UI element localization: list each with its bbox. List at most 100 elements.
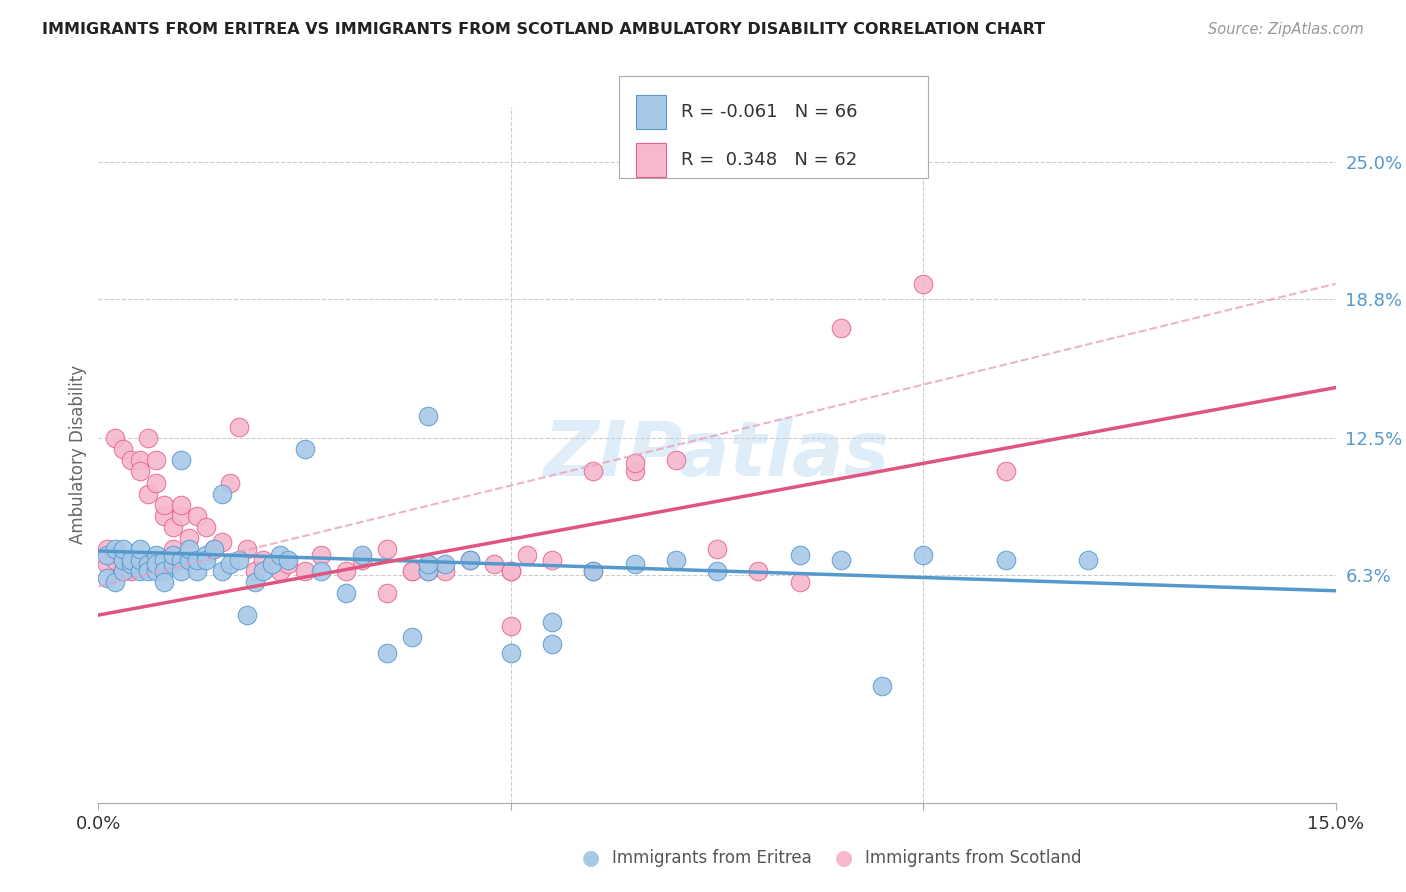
Point: [912, 549, 935, 563]
Point: [418, 564, 440, 578]
Point: [202, 541, 225, 556]
Point: [179, 553, 201, 567]
Point: [665, 453, 688, 467]
Point: [120, 453, 142, 467]
Point: [186, 508, 208, 523]
Text: Source: ZipAtlas.com: Source: ZipAtlas.com: [1208, 22, 1364, 37]
Point: [665, 553, 688, 567]
Point: [112, 541, 135, 556]
Point: [112, 553, 135, 567]
Point: [202, 541, 225, 556]
Point: [170, 453, 193, 467]
Point: [104, 553, 127, 567]
Point: [153, 508, 176, 523]
Point: [120, 564, 142, 578]
Point: [418, 409, 440, 424]
Point: [186, 553, 208, 567]
Point: [309, 549, 332, 563]
Point: [458, 553, 481, 567]
Point: [112, 564, 135, 578]
Point: [153, 564, 176, 578]
Point: [120, 553, 142, 567]
Point: [128, 453, 150, 467]
Point: [211, 535, 233, 549]
Point: [433, 564, 456, 578]
Point: [128, 553, 150, 567]
Text: Immigrants from Scotland: Immigrants from Scotland: [865, 849, 1081, 867]
Point: [499, 564, 522, 578]
Point: [128, 541, 150, 556]
Point: [747, 564, 769, 578]
Point: [252, 564, 274, 578]
Point: [236, 541, 259, 556]
Point: [277, 553, 299, 567]
Point: [499, 646, 522, 660]
Point: [352, 553, 374, 567]
Point: [541, 637, 564, 651]
Point: [375, 646, 398, 660]
Point: [136, 558, 159, 572]
Point: [623, 465, 645, 479]
Point: [136, 486, 159, 500]
Point: [401, 564, 423, 578]
Point: [145, 564, 167, 578]
Point: [112, 442, 135, 457]
Point: [277, 558, 299, 572]
Point: [294, 442, 316, 457]
Text: ●: ●: [582, 848, 599, 868]
Point: [194, 519, 217, 533]
Point: [418, 564, 440, 578]
Point: [153, 498, 176, 512]
Point: [335, 586, 357, 600]
Point: [912, 277, 935, 291]
Point: [170, 553, 193, 567]
Point: [170, 564, 193, 578]
Point: [128, 564, 150, 578]
Point: [623, 558, 645, 572]
Point: [352, 549, 374, 563]
Point: [830, 321, 852, 335]
Point: [104, 574, 127, 589]
Point: [170, 498, 193, 512]
Point: [136, 564, 159, 578]
Point: [516, 549, 538, 563]
Point: [228, 553, 250, 567]
Point: [789, 549, 811, 563]
Point: [219, 558, 242, 572]
Point: [582, 564, 605, 578]
Point: [269, 564, 291, 578]
Point: [582, 465, 605, 479]
Point: [401, 630, 423, 644]
Point: [789, 574, 811, 589]
Point: [236, 608, 259, 623]
Point: [112, 564, 135, 578]
Point: [541, 553, 564, 567]
Point: [179, 541, 201, 556]
Point: [179, 531, 201, 545]
Text: Immigrants from Eritrea: Immigrants from Eritrea: [612, 849, 811, 867]
Point: [219, 475, 242, 490]
Point: [252, 553, 274, 567]
Point: [994, 553, 1017, 567]
Point: [706, 541, 728, 556]
Point: [145, 453, 167, 467]
Point: [433, 558, 456, 572]
Point: [375, 586, 398, 600]
Point: [96, 541, 118, 556]
Point: [582, 564, 605, 578]
Point: [418, 558, 440, 572]
Y-axis label: Ambulatory Disability: Ambulatory Disability: [69, 366, 87, 544]
Text: ZIPatlas: ZIPatlas: [544, 418, 890, 491]
Point: [136, 431, 159, 445]
Point: [541, 615, 564, 629]
Point: [128, 465, 150, 479]
Point: [418, 558, 440, 572]
Point: [309, 564, 332, 578]
Point: [499, 619, 522, 633]
Point: [194, 549, 217, 563]
Point: [458, 553, 481, 567]
Point: [170, 508, 193, 523]
Point: [706, 564, 728, 578]
Text: ●: ●: [835, 848, 852, 868]
Point: [162, 541, 184, 556]
